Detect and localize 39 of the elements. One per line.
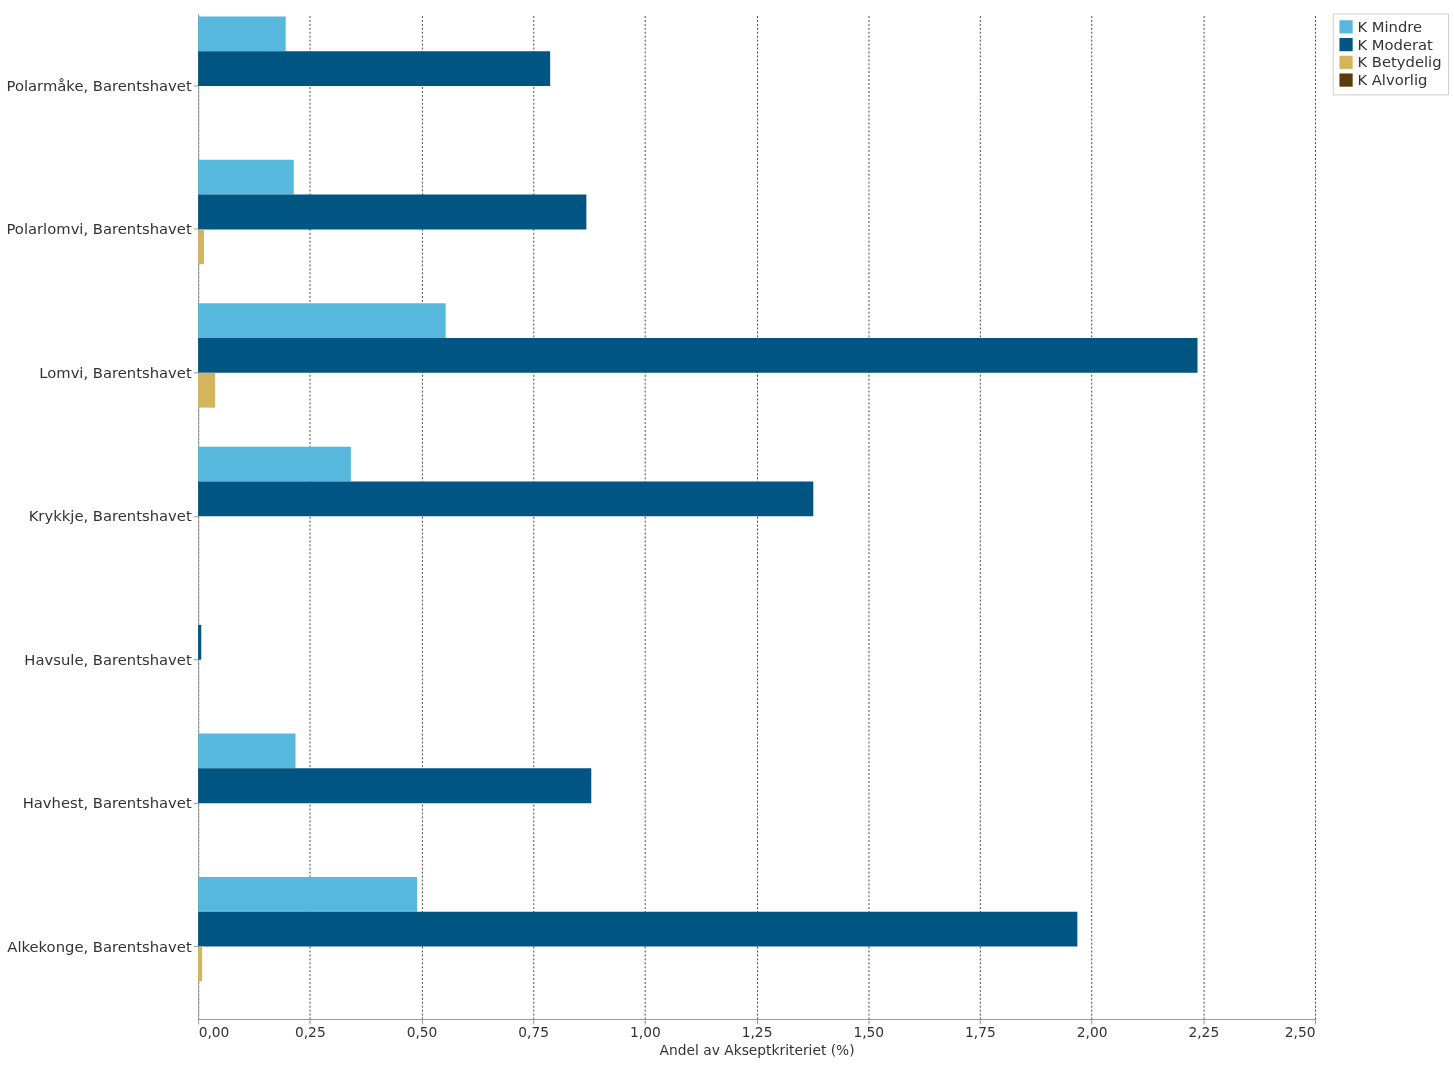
- bar: [198, 194, 587, 230]
- bar: [198, 768, 592, 804]
- bar: [198, 338, 1198, 373]
- bar: [198, 911, 1078, 947]
- x-tick-label: 1,75: [965, 1024, 996, 1041]
- x-tick-label: 1,50: [853, 1024, 885, 1041]
- bar: [198, 51, 551, 86]
- bar: [198, 624, 202, 660]
- bar: [198, 303, 446, 339]
- bar: [198, 372, 216, 408]
- x-tick-label: 1,00: [630, 1024, 661, 1041]
- y-tick-label: Alkekonge, Barentshavet: [7, 937, 192, 955]
- bar: [198, 946, 203, 982]
- x-tick-label: 0,25: [294, 1024, 326, 1041]
- y-tick-label: Havhest, Barentshavet: [22, 794, 192, 812]
- x-tick-label: 2,25: [1188, 1024, 1220, 1041]
- bar: [198, 229, 204, 265]
- y-tick-label: Havsule, Barentshavet: [24, 650, 192, 668]
- legend-label: K Moderat: [1357, 35, 1434, 53]
- legend-label: K Mindre: [1357, 17, 1423, 35]
- legend-label: K Alvorlig: [1357, 71, 1428, 88]
- x-tick-label: 1,25: [741, 1024, 773, 1041]
- bar: [198, 733, 296, 769]
- y-tick-label: Polarmåke, Barentshavet: [6, 76, 192, 94]
- x-axis-title: Andel av Akseptkriteriet (%): [659, 1041, 855, 1058]
- y-tick-label: Polarlomvi, Barentshavet: [6, 220, 192, 238]
- x-tick-label: 2,50: [1284, 1024, 1316, 1041]
- x-tick-label: 2,00: [1076, 1024, 1108, 1041]
- bar: [198, 159, 294, 195]
- bar: [198, 481, 814, 517]
- bar: [198, 446, 351, 482]
- bar: [198, 877, 418, 912]
- legend-label: K Betydelig: [1357, 53, 1442, 71]
- y-tick-label: Krykkje, Barentshavet: [28, 507, 192, 525]
- x-tick-label: 0,50: [406, 1024, 438, 1041]
- x-tick-label: 0,75: [518, 1024, 550, 1041]
- x-tick-label: 0,00: [198, 1024, 230, 1041]
- bar: [198, 16, 286, 52]
- y-tick-label: Lomvi, Barentshavet: [39, 363, 192, 381]
